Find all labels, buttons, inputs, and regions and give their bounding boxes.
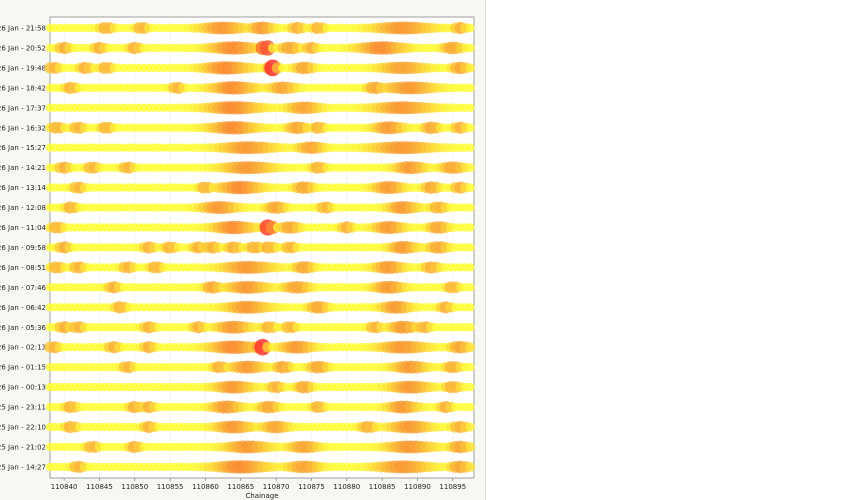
- bubble-chart: 26 Jan - 21:58 26 Jan - 20:52 26 Jan - 19:…: [0, 16, 476, 500]
- y-tick-label: 26 Jan - 07:46: [0, 284, 47, 292]
- bubble-point[interactable]: [466, 103, 475, 113]
- x-tick-label: 110855: [157, 483, 184, 491]
- bubble-point[interactable]: [466, 23, 475, 33]
- y-tick-label: 25 Jan - 21:02: [0, 443, 46, 451]
- x-tick-label: 110845: [86, 483, 113, 491]
- y-tick-label: 26 Jan - 19:48: [0, 64, 46, 72]
- bubble-point[interactable]: [466, 283, 475, 292]
- y-tick-label: 26 Jan - 21:58: [0, 25, 46, 33]
- y-tick-label: 25 Jan - 23:11: [0, 404, 46, 412]
- x-tick-label: 110890: [404, 483, 431, 491]
- x-tick-label: 110840: [51, 483, 78, 491]
- bubble-point[interactable]: [465, 462, 476, 472]
- y-tick-label: 26 Jan - 13:14: [0, 184, 47, 192]
- y-tick-label: 26 Jan - 20:52: [0, 44, 46, 52]
- y-tick-label: 26 Jan - 17:37: [0, 104, 46, 112]
- bubble-point[interactable]: [466, 203, 475, 212]
- y-tick-label: 26 Jan - 12:08: [0, 204, 46, 212]
- bubble-point[interactable]: [466, 123, 475, 133]
- y-tick-label: 26 Jan - 11:04: [0, 224, 47, 232]
- y-tick-label: 26 Jan - 14:21: [0, 164, 46, 172]
- bubble-point[interactable]: [466, 263, 475, 272]
- x-tick-label: 110885: [369, 483, 396, 491]
- bubble-point[interactable]: [465, 342, 476, 353]
- bubble-point[interactable]: [466, 163, 475, 173]
- y-tick-label: 26 Jan - 16:32: [0, 124, 46, 132]
- chart-panel: 26 Jan - 21:58 26 Jan - 20:52 26 Jan - 19:…: [0, 0, 486, 500]
- y-tick-label: 26 Jan - 02:13: [0, 344, 46, 352]
- x-tick-label: 110850: [121, 483, 148, 491]
- y-tick-label: 26 Jan - 09:58: [0, 244, 46, 252]
- bubble-point[interactable]: [465, 422, 476, 432]
- y-tick-label: 26 Jan - 01:15: [0, 364, 46, 372]
- bubble-point[interactable]: [466, 83, 475, 93]
- x-tick-label: 110880: [333, 483, 360, 491]
- bubble-point[interactable]: [466, 382, 475, 392]
- bubble-point[interactable]: [466, 223, 475, 232]
- bubble-point[interactable]: [465, 442, 476, 452]
- y-tick-label: 26 Jan - 15:27: [0, 144, 46, 152]
- bubble-point[interactable]: [466, 143, 475, 152]
- y-tick-label: 26 Jan - 08:51: [0, 264, 46, 272]
- bubble-point[interactable]: [466, 323, 475, 332]
- y-tick-label: 26 Jan - 00:13: [0, 384, 46, 392]
- bubble-point[interactable]: [466, 43, 475, 53]
- y-tick-label: 25 Jan - 14:27: [0, 463, 46, 471]
- y-tick-label: 26 Jan - 05:36: [0, 324, 47, 332]
- bubble-point[interactable]: [466, 183, 475, 192]
- bubble-point[interactable]: [465, 63, 476, 73]
- x-tick-label: 110875: [298, 483, 325, 491]
- x-axis-title: Chainage: [245, 492, 278, 500]
- x-tick-label: 110865: [227, 483, 254, 491]
- x-tick-label: 110860: [192, 483, 219, 491]
- bubble-point[interactable]: [466, 303, 475, 312]
- y-tick-label: 25 Jan - 22:10: [0, 424, 46, 432]
- bubble-point[interactable]: [466, 402, 475, 412]
- y-tick-label: 26 Jan - 18:42: [0, 84, 46, 92]
- y-tick-label: 26 Jan - 06:42: [0, 304, 46, 312]
- x-tick-label: 110895: [439, 483, 466, 491]
- bubble-point[interactable]: [466, 243, 475, 252]
- x-tick-label: 110870: [263, 483, 290, 491]
- bubble-point[interactable]: [466, 362, 475, 372]
